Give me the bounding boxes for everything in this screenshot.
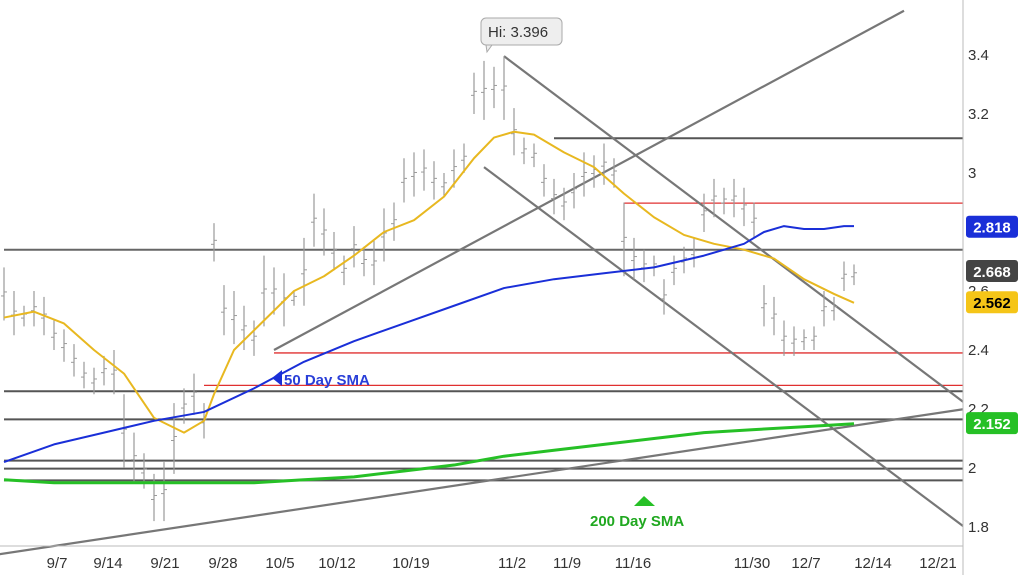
sma50-line — [3, 225, 854, 464]
y-tick-label: 2 — [968, 460, 976, 477]
price-tag-label: 2.668 — [973, 264, 1011, 281]
y-tick-label: 3 — [968, 165, 976, 182]
price-tag-label: 2.818 — [973, 220, 1011, 237]
price-axis-labels: 2.818 2.668 2.562 2.152 — [966, 215, 1018, 435]
x-tick-label: 11/16 — [615, 555, 651, 572]
x-tick-label: 12/21 — [919, 555, 957, 572]
short-ma-line — [3, 130, 855, 434]
x-tick-label: 11/9 — [553, 555, 581, 572]
price-tag-box — [966, 412, 1018, 435]
sma200-label: 200 Day SMA — [590, 513, 684, 530]
sma50-callout: 50 Day SMA — [272, 370, 370, 389]
sma50-arrow-icon — [272, 370, 282, 386]
price-tag-box — [966, 291, 1018, 314]
price-tag-label: 2.562 — [973, 295, 1011, 312]
y-axis-panel — [963, 0, 1024, 575]
price-tag-box — [966, 259, 1018, 282]
trend-line — [483, 166, 985, 543]
price-tag-box — [966, 215, 1018, 238]
hi-callout: Hi: 3.396 — [480, 17, 563, 54]
y-tick-label: 2.4 — [968, 342, 989, 359]
sma200-line — [3, 422, 855, 485]
x-tick-label: 9/28 — [208, 555, 237, 572]
x-tick-label: 9/21 — [150, 555, 179, 572]
hi-callout-box — [480, 17, 563, 46]
sma50-label: 50 Day SMA — [284, 372, 370, 389]
x-tick-label: 11/30 — [734, 555, 770, 572]
x-tick-label: 12/14 — [854, 555, 892, 572]
trend-lines — [0, 9, 1005, 556]
sma200-arrow-icon — [634, 496, 655, 506]
x-tick-labels: 9/7 9/14 9/21 9/28 10/5 10/12 10/19 11/2 11/9 11/… — [47, 555, 957, 572]
price-tag-label: 2.152 — [973, 416, 1011, 433]
hi-callout-pointer — [485, 44, 493, 54]
trend-line — [0, 402, 1005, 556]
y-tick-label: 3.2 — [968, 106, 989, 123]
trend-line — [503, 55, 1005, 434]
sma200-callout: 200 Day SMA — [590, 496, 684, 530]
chart-annotations: Hi: 3.396 50 Day SMA 200 Day SMA — [272, 17, 684, 530]
trend-line — [273, 9, 905, 351]
x-tick-label: 10/12 — [318, 555, 356, 572]
hi-label: Hi: 3.396 — [488, 24, 548, 41]
x-tick-label: 9/14 — [93, 555, 122, 572]
y-tick-label: 3.4 — [968, 47, 989, 64]
moving-average-lines — [3, 130, 855, 485]
y-tick-label: 1.8 — [968, 519, 989, 536]
x-tick-label: 10/19 — [392, 555, 430, 572]
horizontal-levels — [4, 137, 963, 482]
x-tick-label: 12/7 — [791, 555, 820, 572]
x-tick-label: 11/2 — [498, 555, 526, 572]
x-tick-label: 10/5 — [265, 555, 294, 572]
price-bars — [1, 56, 857, 522]
x-tick-label: 9/7 — [47, 555, 68, 572]
